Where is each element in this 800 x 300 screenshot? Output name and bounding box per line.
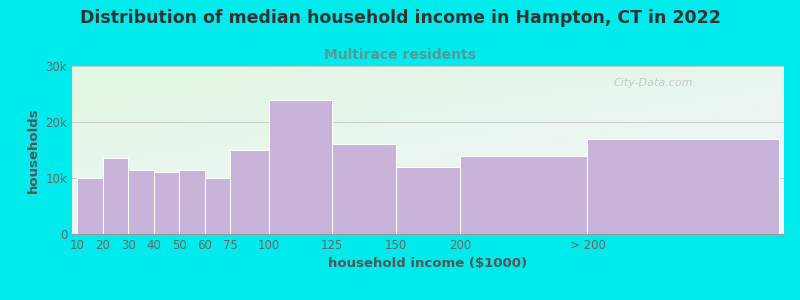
Bar — [332, 144, 396, 234]
Bar — [102, 158, 128, 234]
Y-axis label: households: households — [27, 107, 40, 193]
Bar — [460, 156, 587, 234]
Bar — [77, 178, 102, 234]
X-axis label: household income ($1000): household income ($1000) — [329, 257, 527, 270]
Bar — [128, 169, 154, 234]
Bar — [205, 178, 230, 234]
Bar — [396, 167, 460, 234]
Text: City-Data.com: City-Data.com — [613, 78, 693, 88]
Bar — [154, 172, 179, 234]
Bar — [179, 169, 205, 234]
Bar — [587, 139, 779, 234]
Bar — [269, 100, 332, 234]
Text: Multirace residents: Multirace residents — [324, 48, 476, 62]
Text: Distribution of median household income in Hampton, CT in 2022: Distribution of median household income … — [79, 9, 721, 27]
Bar — [230, 150, 269, 234]
